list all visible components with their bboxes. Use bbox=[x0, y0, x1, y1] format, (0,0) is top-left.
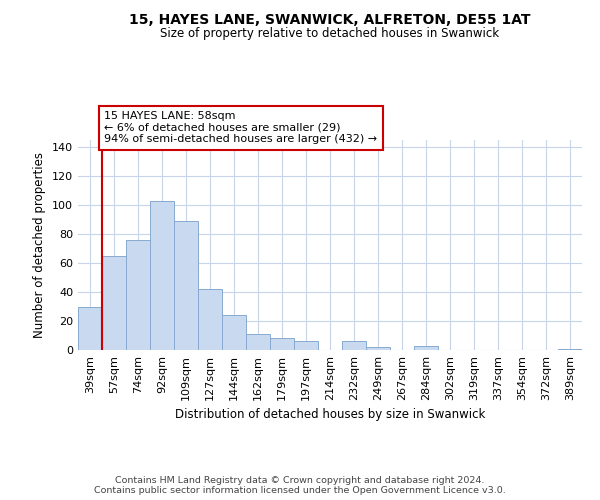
Bar bbox=[366, 347, 390, 350]
Bar bbox=[342, 342, 366, 350]
Text: Contains HM Land Registry data © Crown copyright and database right 2024.
Contai: Contains HM Land Registry data © Crown c… bbox=[94, 476, 506, 495]
Text: 15, HAYES LANE, SWANWICK, ALFRETON, DE55 1AT: 15, HAYES LANE, SWANWICK, ALFRETON, DE55… bbox=[129, 12, 531, 26]
Bar bbox=[246, 334, 270, 350]
X-axis label: Distribution of detached houses by size in Swanwick: Distribution of detached houses by size … bbox=[175, 408, 485, 422]
Bar bbox=[126, 240, 150, 350]
Bar bbox=[558, 348, 582, 350]
Bar bbox=[174, 221, 198, 350]
Bar bbox=[414, 346, 438, 350]
Bar bbox=[78, 306, 102, 350]
Bar bbox=[102, 256, 126, 350]
Bar bbox=[150, 201, 174, 350]
Y-axis label: Number of detached properties: Number of detached properties bbox=[34, 152, 46, 338]
Bar bbox=[294, 342, 318, 350]
Text: 15 HAYES LANE: 58sqm
← 6% of detached houses are smaller (29)
94% of semi-detach: 15 HAYES LANE: 58sqm ← 6% of detached ho… bbox=[104, 111, 377, 144]
Bar bbox=[198, 289, 222, 350]
Text: Size of property relative to detached houses in Swanwick: Size of property relative to detached ho… bbox=[160, 28, 500, 40]
Bar bbox=[222, 315, 246, 350]
Bar bbox=[270, 338, 294, 350]
